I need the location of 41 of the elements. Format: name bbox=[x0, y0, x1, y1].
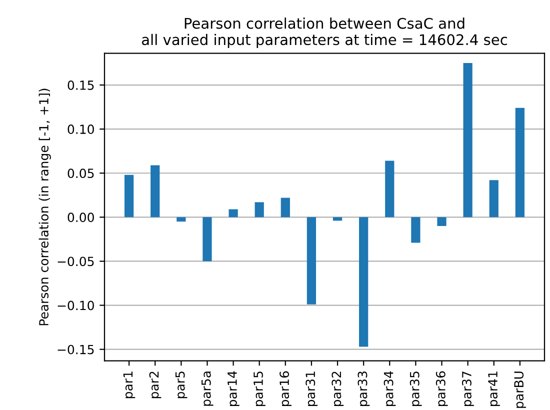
x-tick-label: par33 bbox=[358, 372, 370, 406]
x-tick-label: par35 bbox=[410, 372, 422, 406]
bar bbox=[332, 217, 342, 221]
y-tick-label: −0.05 bbox=[58, 256, 94, 266]
bar bbox=[463, 62, 472, 218]
x-tick-label: par5 bbox=[176, 372, 188, 398]
x-tick-label: par31 bbox=[306, 372, 318, 406]
bar bbox=[176, 217, 186, 222]
bar bbox=[280, 198, 290, 218]
bar bbox=[150, 165, 160, 218]
y-axis-title: Pearson correlation (in range [-1, +1]) bbox=[38, 88, 51, 326]
y-tick-label: 0.05 bbox=[68, 168, 94, 178]
bar bbox=[254, 202, 264, 218]
y-tick-label: 0.15 bbox=[68, 80, 94, 90]
bar bbox=[515, 108, 524, 218]
x-tick-label: par34 bbox=[384, 371, 396, 406]
x-tick-label: par1 bbox=[123, 372, 136, 398]
x-tick-label: parBU bbox=[514, 372, 526, 408]
y-tick-label: −0.10 bbox=[58, 300, 94, 310]
x-tick-label: par37 bbox=[462, 372, 474, 406]
chart-title: Pearson correlation between CsaC and all varied input parameters at time = 14602.4 sec bbox=[142, 18, 507, 48]
x-tick-label: par15 bbox=[254, 372, 266, 406]
bar bbox=[124, 174, 134, 218]
bar bbox=[411, 217, 420, 243]
bar bbox=[385, 160, 394, 218]
x-tick-label: par2 bbox=[149, 372, 162, 398]
x-tick-label: par16 bbox=[280, 371, 292, 406]
bar bbox=[359, 217, 368, 347]
bar bbox=[202, 217, 212, 262]
x-tick-label: par32 bbox=[332, 372, 344, 406]
y-tick-label: 0.00 bbox=[68, 212, 94, 222]
x-tick-label: par14 bbox=[228, 371, 240, 406]
x-tick-label: par41 bbox=[488, 372, 500, 406]
y-tick-label: −0.15 bbox=[58, 344, 94, 354]
x-tick-label: par5a bbox=[202, 372, 214, 406]
bar bbox=[437, 217, 446, 226]
bar bbox=[489, 180, 498, 218]
x-tick-label: par36 bbox=[436, 371, 448, 406]
bar bbox=[228, 209, 238, 218]
y-tick-label: 0.10 bbox=[68, 124, 94, 134]
bar bbox=[306, 217, 316, 304]
